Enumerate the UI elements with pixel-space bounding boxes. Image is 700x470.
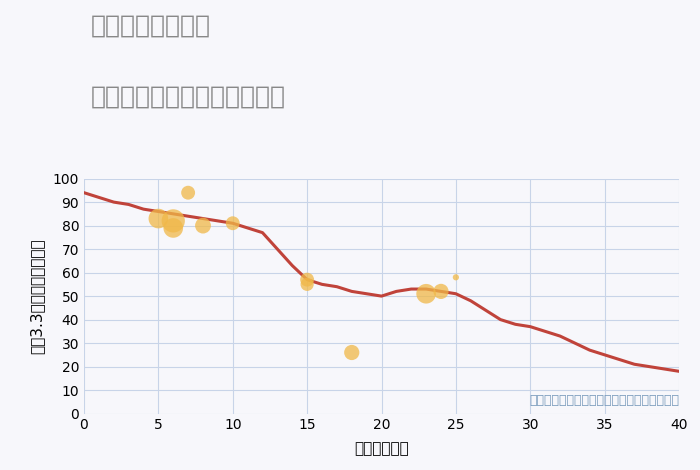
Point: [302, 276, 313, 283]
Point: [302, 281, 313, 288]
Text: 築年数別中古マンション価格: 築年数別中古マンション価格: [91, 85, 286, 109]
Point: [421, 290, 432, 298]
Point: [435, 288, 447, 295]
Point: [168, 217, 179, 225]
Point: [227, 219, 238, 227]
Text: 愛知県柳生橋駅の: 愛知県柳生橋駅の: [91, 14, 211, 38]
Point: [346, 349, 357, 356]
X-axis label: 築年数（年）: 築年数（年）: [354, 441, 409, 456]
Y-axis label: 平（3.3㎡）単価（万円）: 平（3.3㎡）単価（万円）: [29, 238, 44, 354]
Point: [450, 274, 461, 281]
Point: [168, 224, 179, 232]
Text: 円の大きさは、取引のあった物件面積を示す: 円の大きさは、取引のあった物件面積を示す: [529, 393, 679, 407]
Point: [153, 215, 164, 222]
Point: [183, 189, 194, 196]
Point: [197, 222, 209, 229]
